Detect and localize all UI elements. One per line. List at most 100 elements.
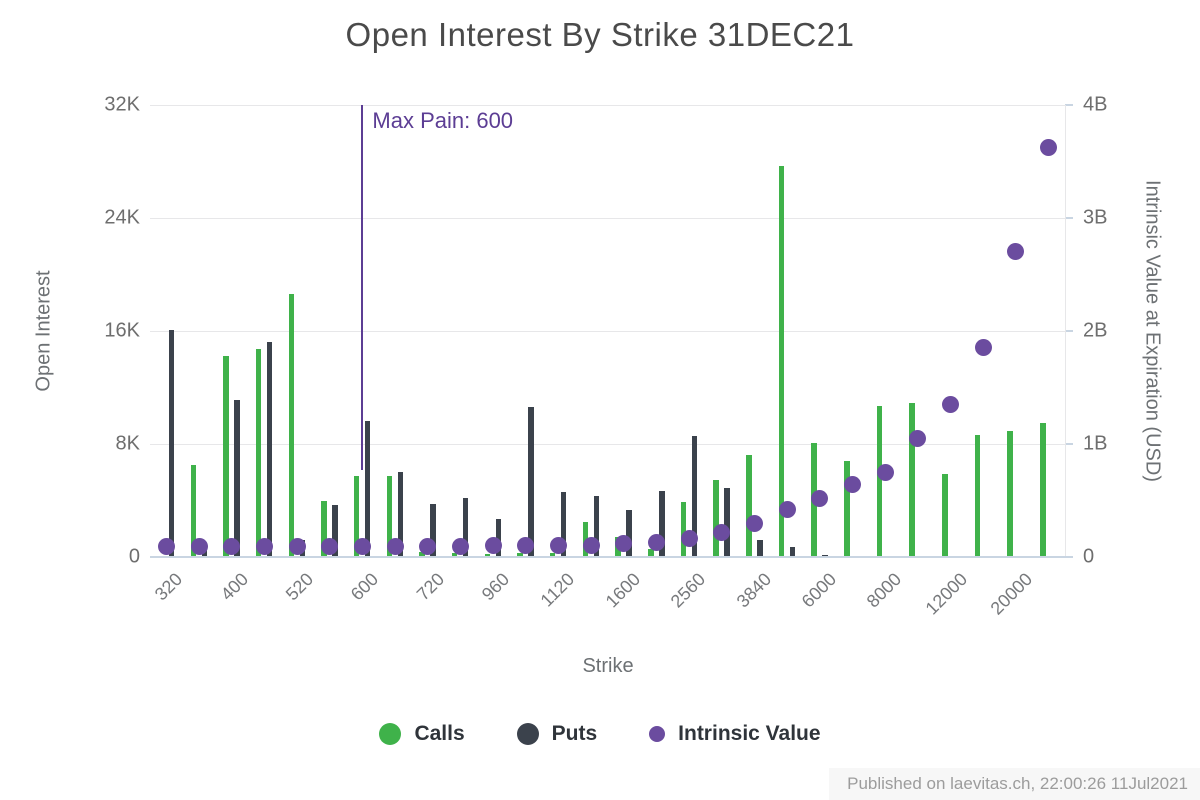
intrinsic-dot: [713, 523, 731, 541]
intrinsic-dot: [680, 530, 698, 548]
bar-puts: [234, 400, 240, 557]
right-axis-tick: [1065, 330, 1073, 332]
bar-calls: [419, 552, 425, 557]
intrinsic-dot: [942, 395, 960, 413]
legend-item-calls[interactable]: Calls: [379, 722, 465, 746]
right-axis-tick: [1065, 104, 1073, 106]
legend-label-intrinsic-value: Intrinsic Value: [678, 722, 821, 745]
x-tick-label: 2560: [666, 569, 710, 612]
bar-puts: [593, 496, 600, 557]
bar-calls: [223, 356, 229, 557]
gridline: [150, 105, 1065, 106]
right-axis-tick: [1065, 443, 1073, 445]
right-axis-tick-label: 4B: [1083, 93, 1108, 116]
bar-calls: [1007, 431, 1013, 557]
bar-puts: [430, 504, 436, 557]
x-tick-label: 12000: [921, 569, 971, 619]
intrinsic-dot: [1007, 243, 1025, 261]
calls-swatch-icon: [379, 723, 402, 745]
intrinsic-dot: [876, 463, 894, 481]
gridline: [150, 218, 1065, 219]
right-axis-title: Intrinsic Value at Expiration (USD): [1141, 180, 1164, 482]
bar-calls: [974, 434, 981, 557]
intrinsic-dot: [353, 538, 371, 556]
bar-calls: [648, 548, 654, 557]
right-axis-tick-label: 1B: [1083, 432, 1108, 455]
intrinsic-dot: [517, 537, 535, 555]
intrinsic-dot: [157, 538, 175, 556]
plot-right-border: [1065, 105, 1066, 557]
bar-calls: [517, 552, 523, 557]
bar-calls: [844, 460, 850, 557]
x-axis-title: Strike: [582, 655, 634, 677]
bar-calls: [680, 501, 687, 557]
legend: Calls Puts Intrinsic Value: [0, 722, 1200, 746]
x-tick-label: 8000: [862, 569, 906, 612]
bar-calls: [255, 349, 262, 557]
bar-calls: [288, 294, 295, 557]
intrinsic-dot: [288, 538, 306, 556]
gridline: [150, 331, 1065, 332]
intrinsic-dot: [1040, 139, 1058, 157]
left-axis-tick-label: 0: [128, 545, 140, 568]
left-axis-tick-label: 8K: [115, 432, 140, 455]
bar-puts: [691, 435, 698, 557]
intrinsic-dot: [451, 537, 469, 555]
legend-item-intrinsic-value[interactable]: Intrinsic Value: [649, 722, 821, 746]
bar-puts: [822, 554, 828, 557]
footer-credit: Published on laevitas.ch, 22:00:26 11Jul…: [829, 768, 1200, 800]
left-axis-title: Open Interest: [32, 270, 55, 392]
x-tick-label: 400: [216, 569, 252, 605]
bar-calls: [942, 473, 948, 557]
bar-puts: [626, 510, 632, 557]
bar-calls: [909, 403, 915, 557]
bar-calls: [713, 480, 719, 557]
intrinsic-dot: [190, 538, 208, 556]
intrinsic-dot: [778, 501, 796, 519]
bar-calls: [353, 476, 360, 557]
bar-puts: [560, 492, 567, 557]
bar-calls: [321, 500, 327, 557]
intrinsic-dot: [321, 538, 339, 556]
max-pain-label: Max Pain: 600: [372, 108, 514, 133]
x-tick-label: 720: [412, 569, 448, 605]
right-axis-tick-label: 3B: [1083, 206, 1108, 229]
intrinsic-dot: [255, 538, 273, 556]
left-axis-tick-label: 16K: [104, 319, 140, 342]
bar-puts: [266, 342, 273, 557]
bar-calls: [386, 476, 393, 557]
intrinsic-dot: [615, 534, 633, 552]
bar-calls: [746, 455, 752, 557]
x-tick-label: 1600: [601, 569, 644, 612]
chart-title: Open Interest By Strike 31DEC21: [345, 16, 855, 53]
bar-puts: [789, 547, 796, 557]
bar-calls: [451, 552, 458, 557]
x-axis-line: [150, 556, 1073, 558]
intrinsic-dot: [223, 538, 241, 556]
right-axis-tick-label: 0: [1083, 545, 1095, 568]
x-tick-label: 320: [151, 569, 187, 605]
bar-calls: [549, 553, 556, 557]
x-tick-label: 6000: [797, 569, 841, 612]
intrinsic-dot: [582, 536, 600, 554]
bar-calls: [190, 465, 197, 557]
intrinsic-dot: [549, 537, 567, 555]
intrinsic-dot: [386, 538, 404, 556]
legend-item-puts[interactable]: Puts: [516, 722, 597, 746]
bar-puts: [659, 490, 665, 557]
bar-puts: [462, 498, 469, 557]
intrinsic-dot: [419, 537, 437, 555]
x-tick-label: 600: [347, 569, 383, 605]
x-tick-label: 3840: [732, 569, 775, 612]
x-tick-label: 20000: [986, 569, 1037, 619]
legend-label-calls: Calls: [414, 722, 465, 745]
right-axis-tick-label: 2B: [1083, 319, 1108, 342]
bar-puts: [724, 488, 730, 557]
bar-calls: [484, 554, 491, 557]
gridline: [150, 444, 1065, 445]
bar-puts: [757, 540, 763, 557]
bar-puts: [364, 421, 371, 557]
bar-calls: [778, 165, 785, 557]
max-pain-line: [361, 105, 364, 470]
